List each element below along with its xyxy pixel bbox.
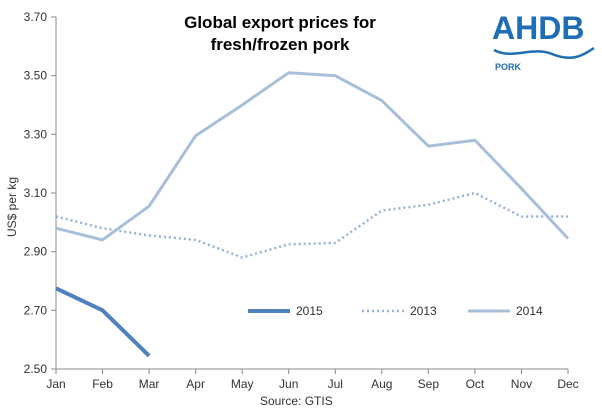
y-tick-label: 2.50 bbox=[24, 362, 48, 376]
logo-subtext: PORK bbox=[495, 62, 522, 72]
legend-label-2013: 2013 bbox=[410, 304, 437, 318]
x-tick-label: Aug bbox=[371, 377, 392, 391]
x-tick-label: May bbox=[231, 377, 254, 391]
series-line-2015 bbox=[55, 286, 151, 358]
x-tick-label: Dec bbox=[557, 377, 578, 391]
source-note: Source: GTIS bbox=[260, 394, 333, 408]
y-tick-label: 3.30 bbox=[24, 127, 48, 141]
y-tick-label: 2.90 bbox=[24, 245, 48, 259]
x-tick-label: Sep bbox=[418, 377, 440, 391]
y-axis-label: US$ per kg bbox=[5, 176, 19, 238]
legend-label-2014: 2014 bbox=[516, 304, 543, 318]
chart-title-line-2: fresh/frozen pork bbox=[210, 35, 350, 54]
x-tick-label: Jul bbox=[328, 377, 343, 391]
legend: 2015 2013 2014 bbox=[248, 304, 543, 318]
series-lines bbox=[55, 71, 570, 358]
y-ticks: 2.50 2.70 2.90 3.10 3.30 3.50 3.70 bbox=[24, 10, 56, 376]
logo-swoosh-icon bbox=[493, 46, 595, 59]
y-tick-label: 3.50 bbox=[24, 69, 48, 83]
x-tick-label: Feb bbox=[92, 377, 113, 391]
x-tick-label: Mar bbox=[139, 377, 160, 391]
series-line-2014 bbox=[55, 71, 570, 242]
y-tick-label: 3.10 bbox=[24, 186, 48, 200]
chart-title: Global export prices for fresh/frozen po… bbox=[150, 12, 410, 56]
legend-label-2015: 2015 bbox=[296, 304, 323, 318]
series-line-2013 bbox=[55, 191, 568, 259]
x-tick-label: Jan bbox=[46, 377, 65, 391]
ahdb-logo: AHDB PORK bbox=[492, 10, 596, 80]
y-tick-label: 2.70 bbox=[24, 303, 48, 317]
x-ticks: Jan Feb Mar Apr May Jun Jul Aug Sep Oct Nov Dec bbox=[46, 369, 579, 391]
x-tick-label: Oct bbox=[466, 377, 485, 391]
logo-text: AHDB bbox=[492, 10, 585, 46]
chart-title-line-1: Global export prices for bbox=[184, 13, 376, 32]
x-tick-label: Jun bbox=[279, 377, 298, 391]
y-tick-label: 3.70 bbox=[24, 10, 48, 24]
x-tick-label: Nov bbox=[511, 377, 532, 391]
x-tick-label: Apr bbox=[186, 377, 205, 391]
